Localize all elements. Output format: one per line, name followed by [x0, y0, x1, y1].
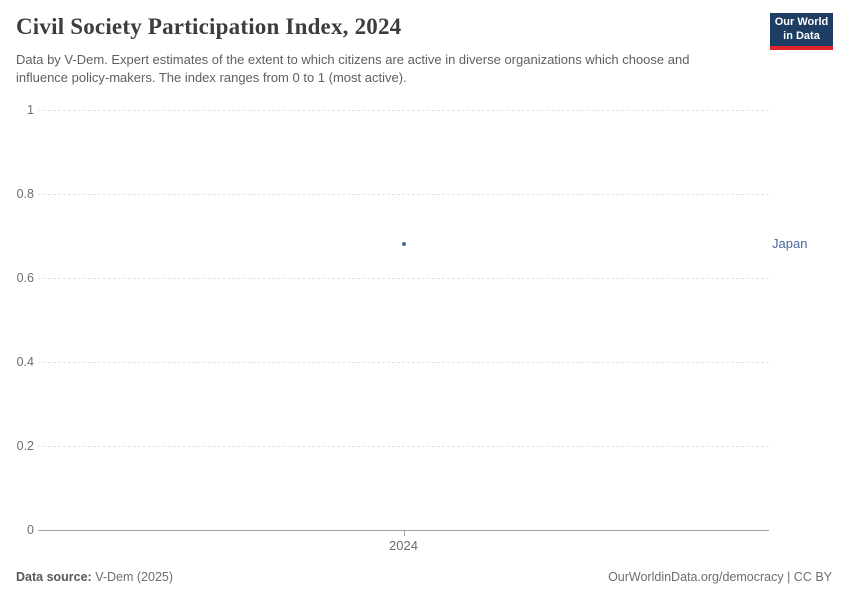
- y-gridline: [38, 278, 769, 279]
- owid-logo-line1: Our World: [774, 16, 829, 28]
- owid-logo[interactable]: Our World in Data: [770, 13, 833, 50]
- entity-label-japan[interactable]: Japan: [772, 236, 808, 252]
- x-axis-tick-label: 2024: [389, 538, 418, 553]
- y-axis-tick-label: 1: [27, 103, 34, 117]
- y-axis-tick-label: 0.8: [16, 187, 34, 201]
- x-axis-tick: [403, 530, 405, 536]
- y-axis-tick-label: 0: [27, 523, 34, 537]
- y-gridline: [38, 110, 769, 111]
- y-gridline: [38, 362, 769, 363]
- data-source-note: Data source: V-Dem (2025): [16, 570, 173, 584]
- page-title: Civil Society Participation Index, 2024: [16, 14, 402, 39]
- y-axis-tick-label: 0.4: [16, 355, 34, 369]
- chart-subtitle: Data by V-Dem. Expert estimates of the e…: [16, 52, 690, 85]
- owid-logo-line2: in Data: [783, 29, 820, 42]
- y-gridline: [38, 194, 769, 195]
- chart-footer: Data source: V-Dem (2025) OurWorldinData…: [16, 570, 832, 584]
- y-axis-tick-label: 0.6: [16, 271, 34, 285]
- data-source-value: V-Dem (2025): [91, 570, 174, 584]
- y-axis-tick-label: 0.2: [16, 439, 34, 453]
- data-point-japan[interactable]: [401, 242, 406, 247]
- y-gridline: [38, 446, 769, 447]
- data-source-label: Data source:: [16, 570, 92, 584]
- footer-license-link[interactable]: OurWorldinData.org/democracy | CC BY: [608, 570, 832, 584]
